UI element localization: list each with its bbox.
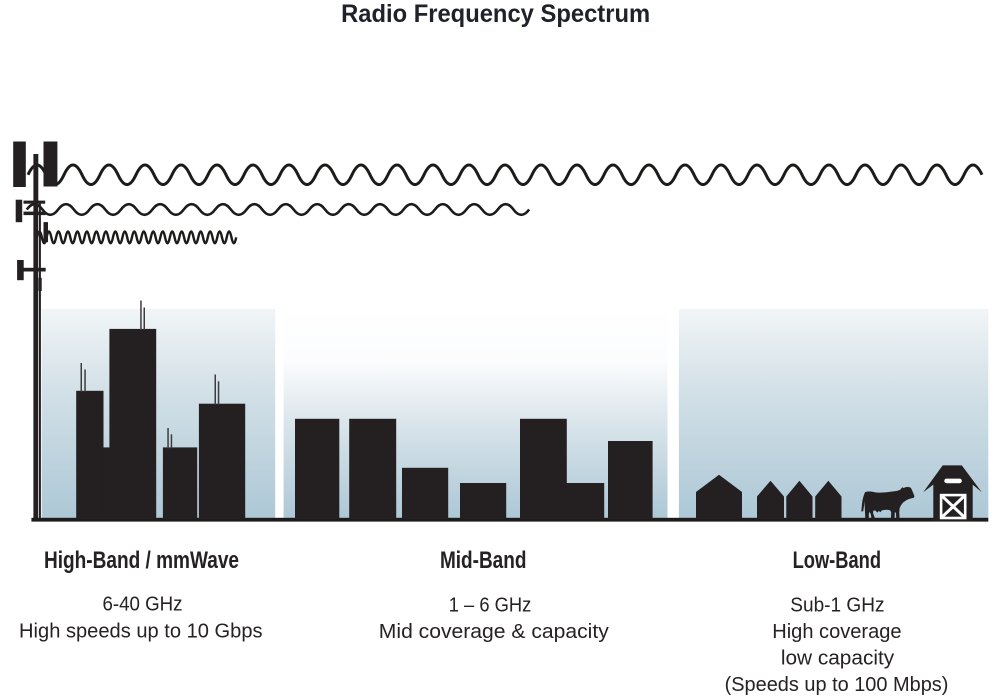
svg-text:Radio Frequency Spectrum: Radio Frequency Spectrum	[341, 0, 650, 28]
svg-text:6-40 GHz: 6-40 GHz	[103, 594, 183, 616]
svg-text:low capacity: low capacity	[781, 648, 894, 670]
svg-text:High coverage: High coverage	[772, 621, 901, 643]
svg-text:Mid coverage & capacity: Mid coverage & capacity	[379, 621, 609, 643]
svg-text:Low-Band: Low-Band	[793, 547, 881, 574]
svg-text:Sub-1 GHz: Sub-1 GHz	[790, 594, 884, 616]
svg-text:1 – 6 GHz: 1 – 6 GHz	[449, 595, 532, 617]
svg-text:(Speeds up to 100 Mbps): (Speeds up to 100 Mbps)	[725, 674, 949, 696]
svg-text:High-Band / mmWave: High-Band / mmWave	[44, 547, 239, 574]
svg-text:High speeds up to 10 Gbps: High speeds up to 10 Gbps	[19, 621, 263, 643]
svg-text:Mid-Band: Mid-Band	[440, 547, 527, 574]
